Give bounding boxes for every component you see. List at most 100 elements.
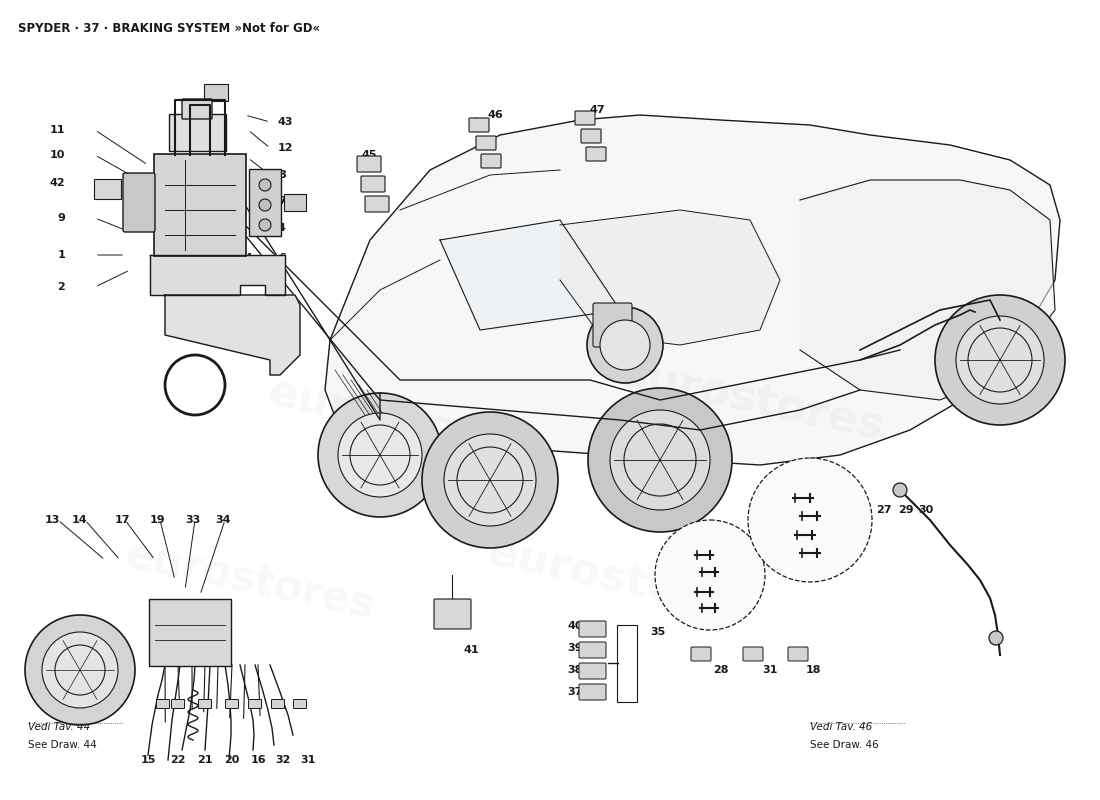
Circle shape bbox=[318, 393, 442, 517]
FancyBboxPatch shape bbox=[586, 147, 606, 161]
FancyBboxPatch shape bbox=[579, 621, 606, 637]
Circle shape bbox=[989, 631, 1003, 645]
FancyBboxPatch shape bbox=[593, 303, 632, 347]
Text: 37: 37 bbox=[566, 687, 582, 697]
FancyBboxPatch shape bbox=[249, 169, 280, 236]
Text: See Draw. 44: See Draw. 44 bbox=[28, 740, 97, 750]
Polygon shape bbox=[560, 210, 780, 345]
Text: eurostores: eurostores bbox=[483, 530, 757, 630]
Text: 4: 4 bbox=[278, 223, 286, 233]
Text: 38: 38 bbox=[566, 665, 582, 675]
FancyBboxPatch shape bbox=[469, 118, 490, 132]
Text: Vedi Tav. 44: Vedi Tav. 44 bbox=[28, 722, 90, 732]
Text: 45: 45 bbox=[362, 150, 377, 160]
FancyBboxPatch shape bbox=[94, 179, 121, 199]
FancyBboxPatch shape bbox=[148, 599, 231, 666]
Text: 2: 2 bbox=[57, 282, 65, 292]
Text: 15: 15 bbox=[141, 755, 156, 765]
Text: 21: 21 bbox=[197, 755, 212, 765]
Text: 36: 36 bbox=[618, 627, 634, 637]
FancyBboxPatch shape bbox=[204, 84, 228, 101]
Text: 26: 26 bbox=[793, 485, 808, 495]
Text: 12: 12 bbox=[676, 579, 692, 589]
FancyBboxPatch shape bbox=[169, 114, 226, 151]
Text: 1: 1 bbox=[57, 250, 65, 260]
FancyBboxPatch shape bbox=[575, 111, 595, 125]
Text: 33: 33 bbox=[185, 515, 200, 525]
FancyBboxPatch shape bbox=[365, 196, 389, 212]
Polygon shape bbox=[150, 255, 285, 295]
Text: 47: 47 bbox=[590, 105, 606, 115]
Circle shape bbox=[748, 458, 872, 582]
Text: 39: 39 bbox=[566, 643, 583, 653]
FancyBboxPatch shape bbox=[198, 699, 211, 709]
FancyBboxPatch shape bbox=[154, 154, 246, 256]
Text: eurostores: eurostores bbox=[263, 370, 537, 470]
Text: 9: 9 bbox=[57, 213, 65, 223]
Text: 32: 32 bbox=[275, 755, 290, 765]
Circle shape bbox=[956, 316, 1044, 404]
FancyBboxPatch shape bbox=[434, 599, 471, 629]
Text: 13: 13 bbox=[45, 515, 60, 525]
FancyBboxPatch shape bbox=[358, 156, 381, 172]
FancyBboxPatch shape bbox=[294, 699, 307, 709]
FancyBboxPatch shape bbox=[272, 699, 285, 709]
FancyBboxPatch shape bbox=[579, 642, 606, 658]
FancyBboxPatch shape bbox=[123, 173, 155, 232]
Text: 28: 28 bbox=[713, 665, 728, 675]
Circle shape bbox=[654, 520, 764, 630]
Text: 20: 20 bbox=[224, 755, 240, 765]
Text: 8: 8 bbox=[278, 170, 286, 180]
Circle shape bbox=[935, 295, 1065, 425]
Text: SPYDER · 37 · BRAKING SYSTEM »Not for GD«: SPYDER · 37 · BRAKING SYSTEM »Not for GD… bbox=[18, 22, 320, 35]
Text: 25: 25 bbox=[810, 528, 825, 538]
Text: 24: 24 bbox=[778, 507, 793, 517]
FancyBboxPatch shape bbox=[361, 176, 385, 192]
FancyBboxPatch shape bbox=[691, 647, 711, 661]
FancyBboxPatch shape bbox=[249, 699, 262, 709]
Circle shape bbox=[258, 179, 271, 191]
Text: 12: 12 bbox=[278, 143, 294, 153]
Text: eurostores: eurostores bbox=[122, 533, 378, 627]
Text: 10: 10 bbox=[50, 150, 65, 160]
Text: 29: 29 bbox=[898, 505, 914, 515]
FancyBboxPatch shape bbox=[226, 699, 239, 709]
Text: 34: 34 bbox=[214, 515, 231, 525]
Text: 43: 43 bbox=[278, 117, 294, 127]
Circle shape bbox=[422, 412, 558, 548]
Text: 16: 16 bbox=[250, 755, 266, 765]
Circle shape bbox=[587, 307, 663, 383]
FancyBboxPatch shape bbox=[742, 647, 763, 661]
FancyBboxPatch shape bbox=[284, 194, 306, 211]
Text: 11: 11 bbox=[676, 535, 692, 545]
Text: 17: 17 bbox=[116, 515, 131, 525]
Text: 5: 5 bbox=[278, 280, 286, 290]
Text: eurostores: eurostores bbox=[613, 350, 887, 450]
FancyBboxPatch shape bbox=[156, 699, 169, 709]
Circle shape bbox=[600, 320, 650, 370]
FancyBboxPatch shape bbox=[617, 625, 637, 702]
FancyBboxPatch shape bbox=[476, 136, 496, 150]
Text: 41: 41 bbox=[463, 645, 478, 655]
FancyBboxPatch shape bbox=[182, 99, 212, 119]
Circle shape bbox=[610, 410, 710, 510]
Text: 7: 7 bbox=[278, 196, 286, 206]
Circle shape bbox=[444, 434, 536, 526]
Circle shape bbox=[42, 632, 118, 708]
Circle shape bbox=[258, 219, 271, 231]
Text: 46: 46 bbox=[488, 110, 504, 120]
Polygon shape bbox=[324, 115, 1060, 465]
Text: 22: 22 bbox=[170, 755, 186, 765]
Text: 14: 14 bbox=[72, 515, 88, 525]
Text: 24: 24 bbox=[695, 557, 711, 567]
Text: 35: 35 bbox=[650, 627, 666, 637]
Text: 3: 3 bbox=[278, 310, 286, 320]
Text: 31: 31 bbox=[762, 665, 778, 675]
Circle shape bbox=[338, 413, 422, 497]
Text: 30: 30 bbox=[918, 505, 933, 515]
Polygon shape bbox=[440, 220, 620, 330]
Text: Vedi Tav. 46: Vedi Tav. 46 bbox=[810, 722, 872, 732]
Polygon shape bbox=[800, 180, 1055, 400]
Text: 31: 31 bbox=[300, 755, 316, 765]
Text: 44: 44 bbox=[238, 253, 254, 263]
